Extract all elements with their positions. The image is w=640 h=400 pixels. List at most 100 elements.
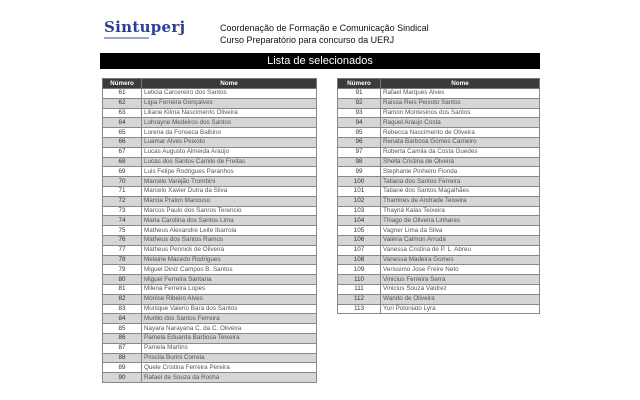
row-number: 110 [337,274,381,285]
row-name: Vagner Lima da Silva [380,225,540,236]
row-name: Lohrayne Medeiros dos Santos [141,117,317,129]
row-name: Matheus dos Santos Ramos [141,234,317,246]
row-name: Rafael Marques Alves [380,88,540,99]
row-number: 67 [102,146,142,158]
table-row: 109 Verissimo Jose Freire Neto [337,264,540,276]
row-name: Marcia Pralon Mancuso [141,195,317,207]
row-number: 77 [102,244,142,256]
row-number: 98 [337,156,381,168]
table-row: 75 Matheus Alexandre Leite Ibarrola [102,225,317,236]
table-row: 61 Leticia Carcereiro dos Santos [102,88,317,99]
row-number: 76 [102,234,142,246]
table-row: 77 Matheus Pennick de Oliveira [102,244,317,256]
row-name: Monise Ribeiro Alves [141,293,317,305]
table-row: 86 Pamela Eduarda Barbosa Teixeira [102,332,317,344]
row-number: 65 [102,127,142,138]
row-number: 91 [337,88,381,99]
row-number: 104 [337,215,381,227]
row-name: Vinicius Ferreira Serra [380,274,540,285]
row-name: Leticia Carcereiro dos Santos [141,88,317,99]
row-number: 108 [337,254,381,266]
table-row: 96 Renata Barbosa Gomes Carneiro [337,136,540,148]
table-row: 108 Vanessa Madeira Gomes [337,254,540,266]
row-name: Thamires de Andrade Teixeira [380,195,540,207]
column-header-number: Número [102,78,142,89]
row-number: 83 [102,303,142,315]
row-name: Marcelo Varejão Trombini [141,176,317,187]
row-number: 70 [102,176,142,187]
row-number: 64 [102,117,142,129]
row-name: Priscila Burini Correia [141,352,317,364]
row-name: Wando de Oliveira [380,293,540,305]
table-row: 98 Shella Cristina de Olveira [337,156,540,168]
row-number: 79 [102,264,142,276]
row-name: Maria Carolina dos Santos Lima [141,215,317,227]
row-name: Marcelo Xavier Dutra da Silva [141,185,317,197]
table-row: 84 Murillo dos Santos Ferreira [102,313,317,325]
title-line-1: Coordenação de Formação e Comunicação Si… [220,23,429,33]
table-row: 83 Munique Valerio Bara dos Santos [102,303,317,315]
table-row: 92 Raissa Reis Peixoto Santos [337,97,540,109]
table-row: 74 Maria Carolina dos Santos Lima [102,215,317,227]
table-row: 62 Ligia Ferreira Gonçalves [102,97,317,109]
row-name: Vinicius Souza Valdrez [380,283,540,295]
row-name: Tatiane dos Santos Magalhães [380,185,540,197]
row-number: 93 [337,107,381,119]
table-row: 70 Marcelo Varejão Trombini [102,176,317,187]
table-row: 91 Rafael Marques Alves [337,88,540,99]
table-row: 69 Luis Felipe Rodrigues Paranhos [102,166,317,178]
row-number: 69 [102,166,142,178]
row-name: Verissimo Jose Freire Neto [380,264,540,276]
row-name: Ramon Montesinos dos Santos [380,107,540,119]
row-number: 88 [102,352,142,364]
row-number: 74 [102,215,142,227]
row-number: 107 [337,244,381,256]
row-name: Lorena da Fonseca Balbino [141,127,317,138]
list-banner: Lista de selecionados [100,53,540,69]
row-name: Ligia Ferreira Gonçalves [141,97,317,109]
row-number: 82 [102,293,142,305]
table-row: 104 Thiago de Oliveira Linhares [337,215,540,227]
column-header-number: Número [337,78,381,89]
row-name: Milena Ferreira Lopes [141,283,317,295]
table-row: 65 Lorena da Fonseca Balbino [102,127,317,138]
row-number: 112 [337,293,381,305]
table-row: 101 Tatiane dos Santos Magalhães [337,185,540,197]
row-number: 102 [337,195,381,207]
row-number: 96 [337,136,381,148]
row-name: Munique Valerio Bara dos Santos [141,303,317,315]
row-name: Rebecca Nascimento de Oliveira [380,127,540,138]
row-name: Shella Cristina de Olveira [380,156,540,168]
row-number: 89 [102,362,142,374]
row-number: 86 [102,332,142,344]
row-name: Roberta Camila da Costa Guedes [380,146,540,158]
row-number: 95 [337,127,381,138]
table-row: 111 Vinicius Souza Valdrez [337,283,540,295]
row-number: 105 [337,225,381,236]
table-row: 106 Valéria Calmon Arruda [337,234,540,246]
row-name: Luis Felipe Rodrigues Paranhos [141,166,317,178]
row-name: Liliane Kilma Nascimento Oliveira [141,107,317,119]
row-number: 113 [337,303,381,315]
table-row: 64 Lohrayne Medeiros dos Santos [102,117,317,129]
row-number: 71 [102,185,142,197]
sintuperj-logo: Sintuperj [104,20,185,39]
row-name: Miguel Ferreira Santana [141,274,317,285]
row-number: 84 [102,313,142,325]
row-name: Raissa Reis Peixoto Santos [380,97,540,109]
table-row: 89 Quele Cristina Ferreira Pereira [102,362,317,374]
row-name: Lucas Augusto Almeida Araújo [141,146,317,158]
row-name: Matheus Pennick de Oliveira [141,244,317,256]
row-number: 92 [337,97,381,109]
row-name: Raquel Araujo Costa [380,117,540,129]
row-number: 97 [337,146,381,158]
table-row: 73 Marcos Paulo dos Sanros Terencio [102,205,317,217]
row-name: Renata Barbosa Gomes Carneiro [380,136,540,148]
table-row: 105 Vagner Lima da Silva [337,225,540,236]
row-number: 87 [102,342,142,354]
row-name: Vanessa Madeira Gomes [380,254,540,266]
logo-underline [104,37,149,39]
row-name: Tatiana dos Santos Ferreira [380,176,540,187]
table-row: 68 Lucas dos Santos Camilo de Freitas [102,156,317,168]
row-name: Yuri Poloniato Lyra [380,303,540,315]
